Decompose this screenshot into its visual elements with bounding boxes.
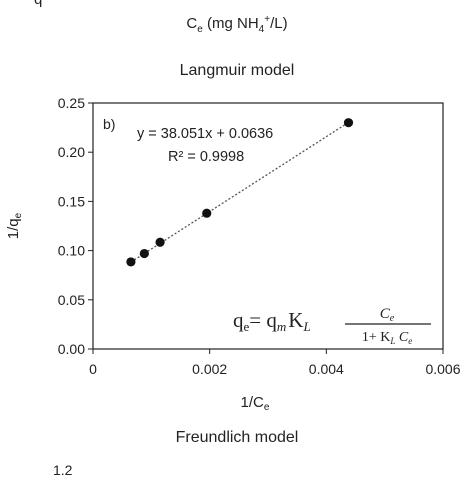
data-point [139,248,149,259]
formula-den-e-sub: e [408,336,412,346]
y-tick-label: 0.15 [58,193,85,209]
r-squared-label: R² = 0.9998 [168,149,244,165]
formula-eq: = q [249,308,277,332]
y-axis-label: 1/qe [5,212,24,239]
x-tick-label: 0.004 [309,361,344,377]
prev-xlabel-sub: e [197,24,203,35]
tick-group: 0.00 0.05 0.10 0.15 0.20 0.25 0 0.002 0.004 0.006 [58,95,461,377]
prev-xlabel-unit-sup: + [264,14,271,25]
formula-q-sub: e [244,319,250,334]
data-points [126,118,354,267]
y-tick-label: 0.25 [58,95,85,111]
formula-den-1k: 1+ K [362,330,391,345]
x-tick-label: 0 [89,361,97,377]
formula-num-c: C [380,306,391,322]
data-point [343,118,354,128]
formula-q: q [233,308,244,332]
trendline-equation: y = 38.051x + 0.0636 [137,126,273,142]
formula-denominator: 1+ KL Ce [362,330,412,346]
prev-xlabel-main: C [186,15,198,32]
langmuir-formula: qe= qmKL Ce 1+ KL Ce [233,306,431,346]
y-axis-label-main: 1/q [5,218,22,239]
formula-num-sub: e [390,313,395,324]
x-axis-label-sub: e [264,402,270,413]
trendline [130,121,349,263]
x-tick-label: 0.002 [192,361,227,377]
data-point [155,237,165,247]
y-tick-label: 0.00 [58,341,85,357]
prev-xlabel-unit-sub: 4 [258,24,265,35]
prev-xlabel-unit-end: /L) [270,15,288,32]
x-axis-label-main: 1/C [241,394,265,411]
plot-frame [92,102,444,350]
y-tick-label: 0.10 [58,243,85,259]
next-chart-title: Freundlich model [175,429,299,446]
formula-lhs: qe= qmKL [233,308,311,334]
y-axis-label-sub: e [13,212,24,218]
data-point [202,208,212,218]
formula-den-c: C [395,330,409,345]
data-point [126,257,136,267]
formula-den-l-sub: L [389,336,395,346]
formula-k: K [288,308,303,332]
formula-l-sub: L [302,319,310,334]
y-tick-label: 0.05 [58,292,85,308]
axes [92,102,444,350]
prev-xlabel-unit: (mg NH [202,15,259,32]
previous-chart-xlabel: Ce (mg NH4+/L) [0,14,474,35]
formula-m-sub: m [277,319,286,334]
y-tick-label: 0.20 [58,144,85,160]
next-chart-tick-fragment: 1.2 [53,462,73,478]
x-tick-label: 0.006 [425,361,460,377]
chart-title: Langmuir model [179,62,295,79]
previous-chart-ylabel-fragment: q [34,0,42,8]
formula-numerator: Ce [380,306,395,324]
panel-label: b) [103,116,115,132]
trendline-group [130,121,349,263]
x-axis-label: 1/Ce [241,394,270,413]
